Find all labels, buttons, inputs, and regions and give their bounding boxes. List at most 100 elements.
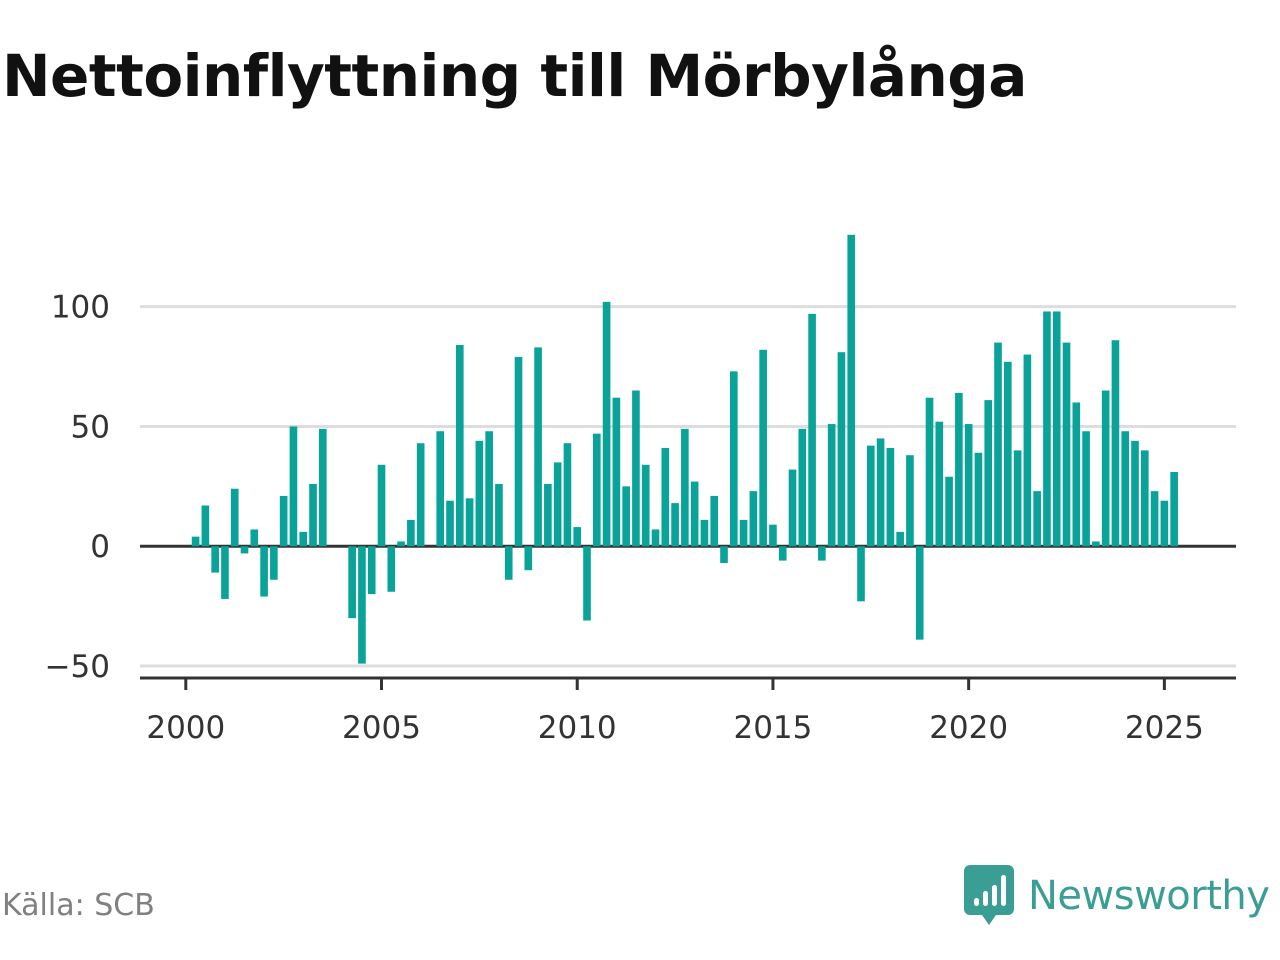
- bar: [759, 349, 767, 547]
- bar: [1072, 402, 1081, 547]
- bar: [1150, 491, 1159, 547]
- bar: [367, 546, 376, 595]
- bar: [514, 356, 523, 547]
- bar: [945, 476, 953, 547]
- bar: [1140, 450, 1149, 547]
- bar: [191, 536, 200, 547]
- bar: [847, 234, 856, 547]
- bar: [495, 483, 503, 547]
- y-tick-label: −50: [45, 649, 110, 685]
- brand-name: Newsworthy: [1028, 873, 1270, 919]
- x-tick-label: 2005: [342, 710, 421, 746]
- bar: [641, 464, 650, 547]
- bar: [1160, 500, 1169, 547]
- bar: [377, 464, 386, 547]
- bar: [710, 495, 719, 547]
- bar: [837, 352, 846, 547]
- bar: [1043, 311, 1051, 547]
- bar: [827, 424, 836, 547]
- bar: [299, 531, 308, 547]
- bar: [1052, 311, 1061, 547]
- bar: [592, 433, 601, 547]
- bar: [671, 503, 679, 547]
- bar: [1131, 440, 1139, 547]
- x-tick-label: 2020: [929, 710, 1008, 746]
- bars: [191, 234, 1178, 664]
- bar: [915, 546, 924, 640]
- bar: [818, 546, 826, 561]
- bar: [602, 301, 611, 547]
- bar: [857, 546, 865, 602]
- bar: [407, 519, 415, 547]
- bar: [925, 397, 934, 547]
- bar: [1092, 541, 1100, 547]
- bar: [221, 546, 229, 599]
- bar: [270, 546, 278, 580]
- bar: [720, 546, 728, 564]
- bar: [240, 546, 249, 554]
- bar: [612, 397, 621, 547]
- bar: [690, 481, 699, 547]
- bar: [700, 519, 709, 547]
- x-tick-label: 2010: [538, 710, 617, 746]
- x-tick-label: 2015: [733, 710, 812, 746]
- bar: [201, 505, 210, 547]
- bar: [318, 428, 327, 547]
- newsworthy-logo-icon: [964, 865, 1014, 925]
- bar: [955, 392, 963, 547]
- bar: [475, 440, 484, 547]
- source-credit: Källa: SCB: [2, 888, 155, 923]
- y-axis-ticks: −50 0 50 100: [45, 290, 110, 685]
- bar: [964, 424, 973, 547]
- bar: [348, 546, 356, 619]
- bar: [573, 527, 582, 547]
- bar: [416, 443, 425, 547]
- bar: [651, 529, 660, 547]
- y-tick-label: 0: [90, 529, 110, 565]
- bar: [661, 448, 670, 547]
- bar: [534, 347, 542, 547]
- bar: [681, 428, 689, 547]
- brand: Newsworthy: [964, 864, 1270, 928]
- bar: [289, 426, 298, 547]
- chart-title: Nettoinflyttning till Mörbylånga: [2, 42, 1027, 110]
- bar: [749, 491, 758, 547]
- bar: [994, 342, 1002, 547]
- y-tick-label: 100: [51, 290, 110, 326]
- bar: [583, 546, 591, 621]
- bar: [896, 531, 904, 547]
- bar: [436, 431, 445, 547]
- bar: [1111, 340, 1120, 547]
- bar: [739, 519, 748, 547]
- bar: [524, 546, 533, 571]
- x-tick-label: 2025: [1125, 710, 1204, 746]
- bar: [504, 546, 513, 580]
- bar: [632, 390, 640, 547]
- bar: [886, 448, 895, 547]
- bar: [1062, 342, 1071, 547]
- bar: [544, 483, 552, 547]
- x-tick-label: 2000: [146, 710, 225, 746]
- bar: [279, 495, 288, 547]
- bar: [1082, 431, 1090, 547]
- bar: [230, 488, 239, 547]
- bar: [984, 400, 993, 547]
- bar: [788, 469, 797, 547]
- bar: [866, 445, 875, 547]
- bar: [622, 486, 630, 547]
- bar: [1101, 390, 1110, 547]
- bar: [798, 428, 807, 547]
- bar: [1121, 431, 1130, 547]
- bar: [397, 541, 405, 547]
- bar: [446, 500, 454, 547]
- bar: [211, 546, 219, 573]
- bar: [935, 421, 944, 547]
- bar: [387, 546, 396, 592]
- bar: [876, 438, 885, 547]
- bar: [808, 313, 816, 547]
- bar: [465, 498, 474, 547]
- bar: [309, 483, 317, 547]
- bar: [553, 462, 562, 547]
- bar: [974, 452, 983, 547]
